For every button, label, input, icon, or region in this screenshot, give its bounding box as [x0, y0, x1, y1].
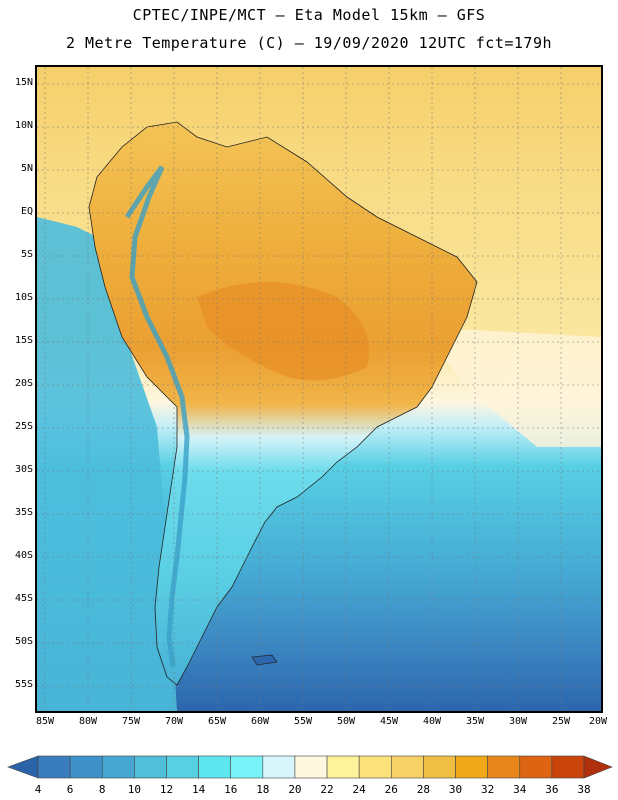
graticule	[37, 67, 601, 711]
colorbar-tick-label: 34	[513, 783, 527, 796]
lat-label: 10S	[14, 292, 33, 303]
colorbar-tick-label: 10	[127, 783, 141, 796]
colorbar-box	[134, 755, 167, 779]
lat-label: 5S	[20, 249, 33, 260]
colorbar-tick-label: 4	[34, 783, 42, 796]
colorbar-box	[198, 755, 232, 779]
colorbar-box	[37, 755, 71, 779]
south-america-land	[88, 121, 478, 686]
lon-label: 85W	[35, 716, 55, 727]
colorbar-box	[551, 755, 585, 779]
colorbar-tick-label: 14	[191, 783, 206, 796]
map-canvas	[37, 67, 601, 711]
lat-label: 10N	[14, 120, 33, 131]
temperature-map	[35, 65, 603, 713]
andes-ridge	[124, 165, 190, 668]
lon-label: 40W	[422, 716, 442, 727]
colorbar-tick-label: 6	[66, 783, 74, 796]
colorbar-box	[294, 755, 328, 779]
colorbar-box	[390, 755, 424, 779]
colorbar-box	[230, 755, 264, 779]
falkland-islands	[251, 654, 278, 666]
lon-label: 20W	[588, 716, 608, 727]
lon-label: 30W	[508, 716, 528, 727]
colorbar-tick-label: 28	[416, 783, 431, 796]
lat-label: 45S	[14, 593, 33, 604]
lat-label: 15S	[14, 335, 33, 346]
colorbar-tick-label: 12	[159, 783, 174, 796]
lon-label: 70W	[164, 716, 184, 727]
colorbar-box	[262, 755, 296, 779]
lon-label: 80W	[78, 716, 98, 727]
lon-label: 55W	[293, 716, 313, 727]
colorbar-box	[166, 755, 199, 779]
colorbar-box	[455, 755, 488, 779]
colorbar-tick-label: 16	[224, 783, 238, 796]
lat-label: 5N	[20, 163, 33, 174]
colorbar-under-arrow	[7, 755, 39, 779]
colorbar-tick-label: 26	[384, 783, 398, 796]
lon-label: 45W	[379, 716, 399, 727]
lon-label: 75W	[121, 716, 141, 727]
colorbar-box	[487, 755, 521, 779]
pacific-cool-tongue	[37, 217, 177, 711]
chart-title: CPTEC/INPE/MCT – Eta Model 15km – GFS	[132, 6, 486, 24]
lat-label: 35S	[14, 507, 33, 518]
lon-label: 50W	[336, 716, 356, 727]
colorbar-tick-label: 8	[98, 783, 106, 796]
colorbar-box	[423, 755, 456, 779]
chart-subtitle: 2 Metre Temperature (C) – 19/09/2020 12U…	[65, 34, 553, 52]
colorbar-tick-label: 20	[288, 783, 302, 796]
colorbar-over-arrow	[583, 755, 613, 779]
lon-label: 60W	[250, 716, 270, 727]
lat-label: 55S	[14, 679, 33, 690]
lat-label: 30S	[14, 464, 33, 475]
colorbar	[7, 755, 613, 779]
colorbar-tick-label: 24	[352, 783, 366, 796]
colorbar-tick-label: 30	[448, 783, 463, 796]
colorbar-tick-label: 18	[256, 783, 270, 796]
lat-label: 50S	[14, 636, 33, 647]
colorbar-box	[69, 755, 103, 779]
lat-label: 25S	[14, 421, 33, 432]
colorbar-tick-label: 36	[545, 783, 559, 796]
lon-label: 35W	[465, 716, 485, 727]
tropical-warm-patch	[417, 327, 601, 447]
colorbar-tick-label: 32	[481, 783, 495, 796]
colorbar-box	[519, 755, 553, 779]
lat-label: 20S	[14, 378, 33, 389]
colorbar-tick-label: 38	[577, 783, 591, 796]
lat-label: EQ	[20, 206, 33, 217]
colorbar-box	[326, 755, 360, 779]
colorbar-box	[358, 755, 392, 779]
hot-core	[197, 282, 369, 381]
lat-label: 40S	[14, 550, 33, 561]
lat-label: 15N	[14, 77, 33, 88]
colorbar-tick-label: 22	[320, 783, 334, 796]
lon-label: 65W	[207, 716, 227, 727]
lon-label: 25W	[551, 716, 571, 727]
colorbar-box	[101, 755, 135, 779]
